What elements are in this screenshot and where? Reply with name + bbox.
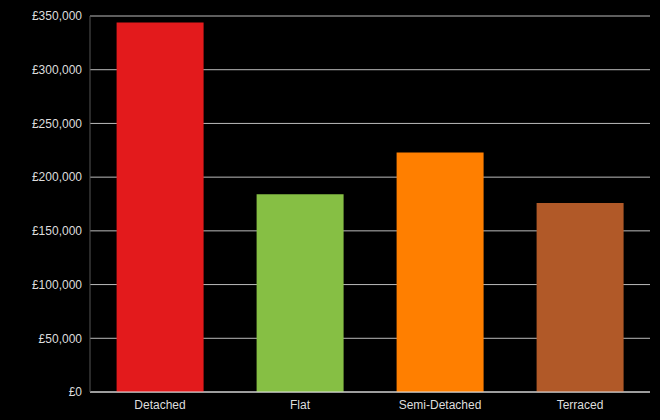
svg-text:£250,000: £250,000 (32, 117, 82, 131)
svg-text:Detached: Detached (134, 398, 185, 412)
svg-text:£150,000: £150,000 (32, 224, 82, 238)
svg-text:Semi-Detached: Semi-Detached (399, 398, 482, 412)
svg-text:£300,000: £300,000 (32, 63, 82, 77)
svg-text:Terraced: Terraced (557, 398, 604, 412)
svg-text:£50,000: £50,000 (39, 332, 83, 346)
svg-text:£200,000: £200,000 (32, 170, 82, 184)
svg-text:Flat: Flat (290, 398, 311, 412)
svg-text:£100,000: £100,000 (32, 278, 82, 292)
svg-text:£0: £0 (69, 385, 83, 399)
svg-text:£350,000: £350,000 (32, 9, 82, 23)
